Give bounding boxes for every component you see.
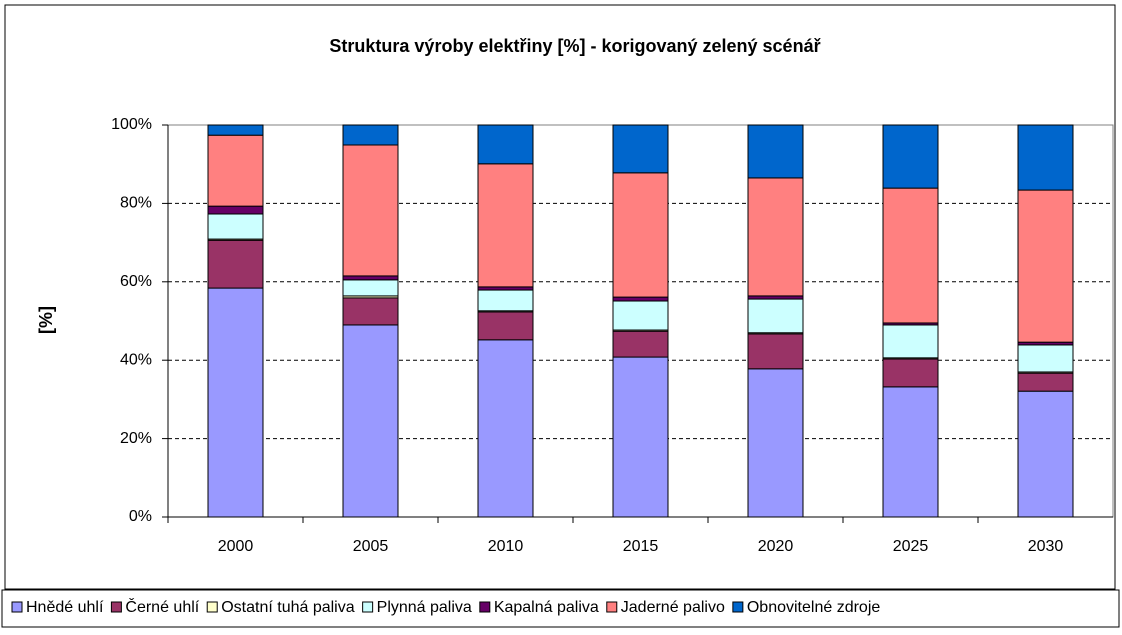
bar-segment: [747, 333, 804, 370]
y-tick-label: 40%: [120, 351, 152, 368]
x-tick-label: 2015: [623, 538, 659, 555]
bar-segment: [342, 297, 399, 326]
x-tick-label: 2020: [758, 538, 794, 555]
legend-swatch: [479, 601, 491, 613]
bar-segment: [1017, 372, 1074, 392]
bar-segment: [612, 124, 669, 174]
bar-segment: [207, 205, 264, 215]
bar-segment: [882, 324, 939, 359]
legend-label: Kapalná paliva: [494, 599, 599, 616]
legend-swatch: [606, 601, 618, 613]
bar-segment: [747, 177, 804, 297]
bar-segment: [342, 124, 399, 146]
bar-segment: [1017, 124, 1074, 191]
legend-swatch: [732, 601, 744, 613]
bar-segment: [1017, 344, 1074, 373]
x-tick-label: 2025: [893, 538, 929, 555]
bar-segment: [207, 213, 264, 240]
bar-segment: [612, 172, 669, 298]
bar-segment: [207, 124, 264, 136]
legend-box: [1, 589, 1120, 628]
legend-label: Plynná paliva: [377, 599, 472, 616]
legend-swatch: [110, 601, 122, 613]
y-axis-label: [%]: [36, 306, 56, 334]
bar-segment: [342, 144, 399, 277]
bar-segment: [747, 124, 804, 179]
bar-segment: [882, 358, 939, 388]
bar-segment: [477, 339, 534, 518]
bar-segment: [207, 287, 264, 518]
bar-segment: [882, 124, 939, 189]
legend-label: Hnědé uhlí: [26, 599, 104, 616]
legend-swatch: [206, 601, 218, 613]
bar-segment: [207, 239, 264, 289]
x-tick-label: 2030: [1028, 538, 1064, 555]
y-tick-label: 60%: [120, 273, 152, 290]
chart-title: Struktura výroby elektřiny [%] - korigov…: [329, 36, 820, 56]
bar-segment: [747, 368, 804, 518]
legend-label: Černé uhlí: [125, 597, 199, 616]
bar-segment: [207, 134, 264, 207]
y-tick-label: 100%: [111, 116, 152, 133]
bar-segment: [477, 163, 534, 288]
x-tick-label: 2005: [353, 538, 389, 555]
bar-segment: [342, 279, 399, 297]
bar-segment: [342, 324, 399, 518]
legend-label: Obnovitelné zdroje: [747, 599, 881, 616]
bar-segment: [882, 187, 939, 324]
x-tick-label: 2000: [218, 538, 254, 555]
bar-segment: [612, 356, 669, 518]
bar-segment: [477, 311, 534, 341]
x-tick-label: 2010: [488, 538, 524, 555]
legend-label: Jaderné palivo: [621, 599, 725, 616]
legend-label: Ostatní tuhá paliva: [221, 599, 355, 616]
bar-segment: [612, 300, 669, 331]
bar-segment: [1017, 390, 1074, 518]
bar-segment: [342, 275, 399, 281]
bar-segment: [747, 298, 804, 334]
bar-segment: [612, 330, 669, 358]
legend-swatch: [362, 601, 374, 613]
y-tick-label: 20%: [120, 430, 152, 447]
bar-segment: [477, 124, 534, 165]
y-tick-label: 80%: [120, 195, 152, 212]
bar-segment: [1017, 189, 1074, 343]
bar-segment: [612, 296, 669, 302]
bar-segment: [882, 386, 939, 518]
legend-swatch: [11, 601, 23, 613]
bar-segment: [477, 289, 534, 312]
y-tick-label: 0%: [129, 508, 152, 525]
